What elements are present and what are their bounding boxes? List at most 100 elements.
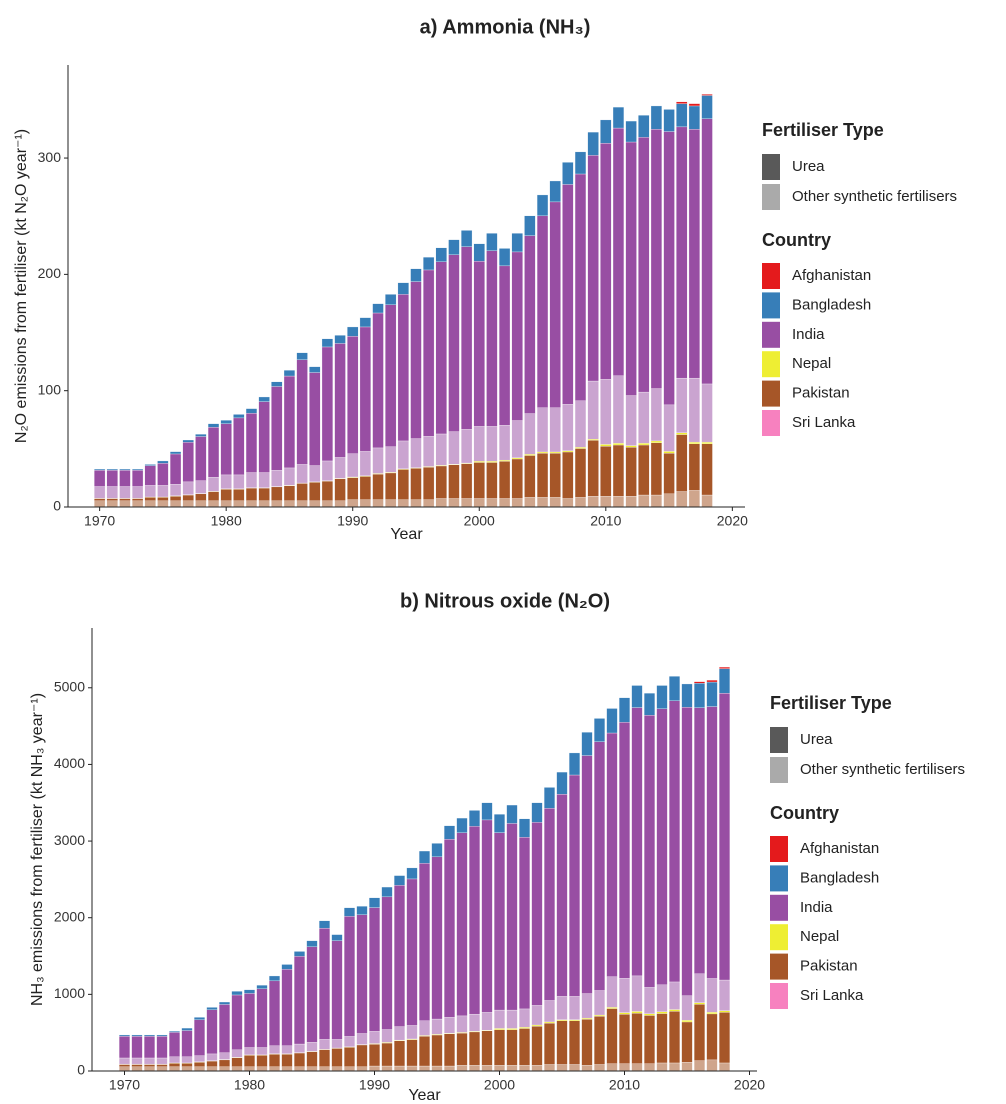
bar-segment (638, 443, 650, 446)
bar-segment (182, 494, 194, 501)
bar-segment (169, 484, 182, 496)
bar-segment (531, 802, 543, 823)
bar-segment (168, 1056, 181, 1064)
bar-segment (481, 802, 493, 821)
bar-segment (271, 386, 283, 471)
bar-segment (220, 420, 232, 424)
legend-label: Urea (800, 731, 833, 748)
bar-segment (306, 940, 318, 947)
bar-segment (356, 914, 368, 1034)
bar-segment (448, 431, 460, 465)
bar-segment (681, 995, 693, 1021)
bar-segment (693, 1002, 706, 1005)
bar-segment (593, 1016, 606, 1065)
bar-segment (321, 338, 334, 348)
legend-swatch (762, 184, 780, 210)
legend-label: Pakistan (792, 385, 850, 402)
bar-segment (593, 1064, 606, 1071)
bar-segment (245, 472, 258, 488)
bar-segment (643, 692, 656, 716)
bar-segment (143, 1064, 156, 1067)
bar-segment (144, 485, 156, 498)
bar-segment (293, 951, 306, 957)
bar-segment (701, 441, 713, 444)
bar-segment (468, 1031, 481, 1066)
bar-segment (306, 1042, 318, 1052)
x-tick-label: 1980 (211, 513, 242, 529)
bar-segment (281, 1045, 293, 1054)
legend-title: Country (770, 803, 839, 823)
bar-segment (268, 980, 281, 1046)
bar-segment (625, 395, 637, 446)
bar-segment (309, 366, 321, 373)
bar-segment (283, 485, 296, 501)
bar-segment (600, 446, 612, 497)
bar-segment (207, 423, 220, 428)
bar-segment (518, 837, 531, 1010)
bar-segment (94, 470, 106, 487)
bar-segment (168, 1063, 181, 1067)
bar-segment (518, 1065, 531, 1071)
bar-segment (143, 1036, 156, 1059)
bar-segment (693, 683, 706, 708)
bar-segment (334, 500, 346, 507)
bar-segment (321, 460, 334, 481)
bar-segment (656, 1011, 668, 1014)
bar-segment (718, 1010, 731, 1013)
bar-segment (393, 1040, 406, 1067)
bar-segment (468, 826, 481, 1015)
bar-segment (531, 1005, 543, 1026)
bar-segment (296, 352, 308, 360)
legend-label: Urea (792, 158, 825, 175)
bar-segment (518, 1028, 531, 1066)
bar-segment (524, 413, 536, 455)
bar-segment (233, 414, 245, 419)
bar-segment (119, 468, 131, 471)
bar-segment (283, 370, 296, 377)
bar-segment (543, 787, 556, 809)
bar-segment (318, 1049, 331, 1067)
bar-segment (448, 464, 460, 499)
bar-segment (701, 443, 713, 496)
bar-segment (435, 465, 447, 499)
legend-label: Nepal (792, 355, 831, 372)
bar-segment (168, 1066, 181, 1071)
bar-segment (587, 155, 599, 382)
bar-segment (393, 875, 406, 886)
bar-segment (385, 446, 397, 473)
bar-segment (600, 119, 612, 144)
bar-segment (220, 500, 232, 507)
bar-segment (381, 1065, 393, 1071)
bar-segment (706, 978, 718, 1013)
bar-segment (688, 443, 700, 491)
bar-segment (638, 391, 650, 444)
legend-swatch (762, 292, 780, 319)
bar-segment (309, 465, 321, 483)
bar-segment (618, 978, 631, 1013)
bar-segment (612, 375, 625, 444)
bar-segment (231, 1066, 243, 1071)
bar-segment (94, 468, 106, 471)
bar-segment (681, 707, 693, 996)
bar-segment (431, 1034, 443, 1067)
bar-segment (612, 496, 625, 507)
bar-segment (638, 137, 650, 393)
bar-segment (556, 794, 568, 997)
bar-segment (688, 441, 700, 444)
bar-segment (562, 162, 574, 185)
bar-segment (118, 1064, 131, 1067)
bar-segment (581, 1019, 593, 1066)
bar-segment (418, 1035, 431, 1067)
bar-segment (193, 1017, 206, 1020)
bar-segment (486, 250, 498, 427)
bar-segment (612, 443, 625, 446)
chart-title: b) Nitrous oxide (N₂O) (400, 590, 610, 612)
bar-segment (612, 444, 625, 497)
legend-swatch (770, 727, 788, 753)
bar-segment (144, 465, 156, 486)
bar-segment (157, 500, 169, 507)
bar-segment (119, 498, 131, 501)
bar-segment (119, 500, 131, 507)
bar-segment (156, 1057, 168, 1065)
bar-segment (524, 497, 536, 507)
